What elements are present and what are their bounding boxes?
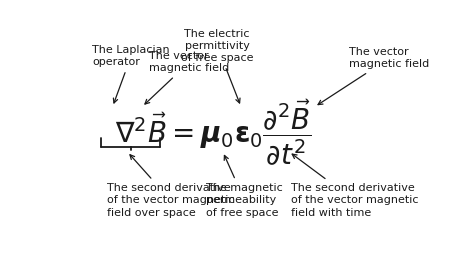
Text: The second derivative
of the vector magnetic
field over space: The second derivative of the vector magn… [107, 155, 235, 218]
Text: The electric
permittivity
of free space: The electric permittivity of free space [181, 29, 254, 103]
Text: The vector
magnetic field: The vector magnetic field [145, 51, 229, 104]
Text: $\nabla^2 \vec{B} = \boldsymbol{\mu}_0\boldsymbol{\varepsilon}_0\dfrac{\partial^: $\nabla^2 \vec{B} = \boldsymbol{\mu}_0\b… [115, 98, 312, 168]
Text: The vector
magnetic field: The vector magnetic field [318, 47, 430, 105]
Text: The magnetic
permeability
of free space: The magnetic permeability of free space [206, 155, 283, 218]
Text: The Laplacian
operator: The Laplacian operator [92, 45, 170, 103]
Text: The second derivative
of the vector magnetic
field with time: The second derivative of the vector magn… [291, 154, 418, 218]
